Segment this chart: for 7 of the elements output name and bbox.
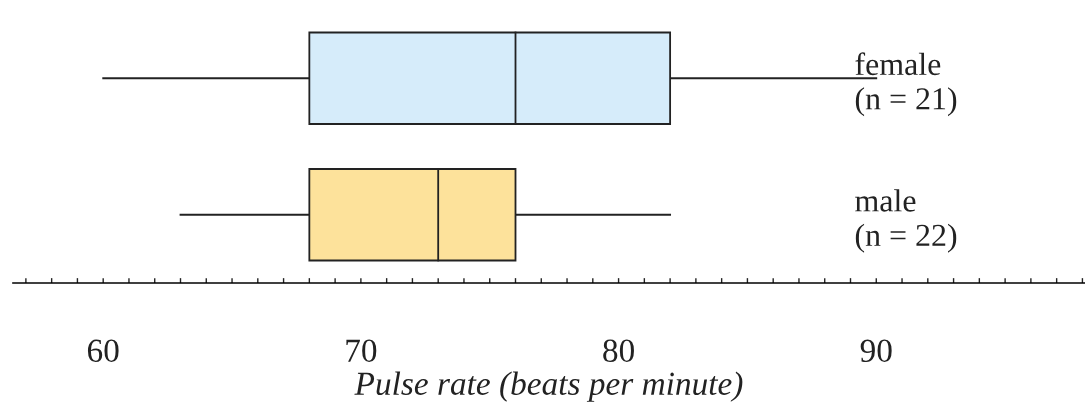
y-tick-label: male (n = 22) xyxy=(855,189,957,253)
x-axis-title: Pulse rate (beats per minute) xyxy=(354,371,743,402)
x-tick-label: 60 xyxy=(87,339,119,363)
x-tick-label: 70 xyxy=(346,339,377,363)
x-tick-label: 90 xyxy=(860,339,892,363)
y-tick-label: female (n = 21) xyxy=(855,52,957,117)
x-tick-label: 80 xyxy=(603,339,634,363)
